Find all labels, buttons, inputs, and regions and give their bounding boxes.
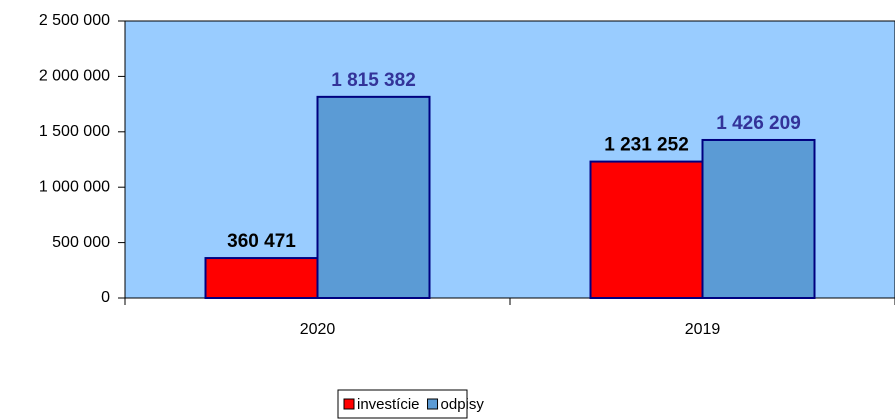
legend-label: investície — [357, 396, 420, 413]
y-tick-label: 0 — [101, 289, 110, 306]
y-tick-label: 2 000 000 — [39, 68, 110, 85]
y-tick-label: 2 500 000 — [39, 12, 110, 29]
bar — [701, 138, 816, 299]
legend-swatch — [427, 398, 439, 410]
bar — [204, 257, 319, 299]
y-tick-label: 1 500 000 — [39, 123, 110, 140]
bar — [589, 160, 704, 299]
value-label: 360 471 — [227, 231, 296, 252]
legend-swatch — [343, 398, 355, 410]
value-label: 1 231 252 — [604, 135, 689, 156]
value-label: 1 426 209 — [716, 113, 801, 134]
legend-label: odpisy — [441, 396, 485, 413]
x-tick-label: 2019 — [685, 321, 721, 338]
x-tick-label: 2020 — [300, 321, 336, 338]
y-tick-label: 500 000 — [52, 234, 110, 251]
value-label: 1 815 382 — [331, 70, 416, 91]
bar — [316, 95, 431, 300]
y-tick-label: 1 000 000 — [39, 178, 110, 195]
legend-box — [337, 389, 468, 419]
